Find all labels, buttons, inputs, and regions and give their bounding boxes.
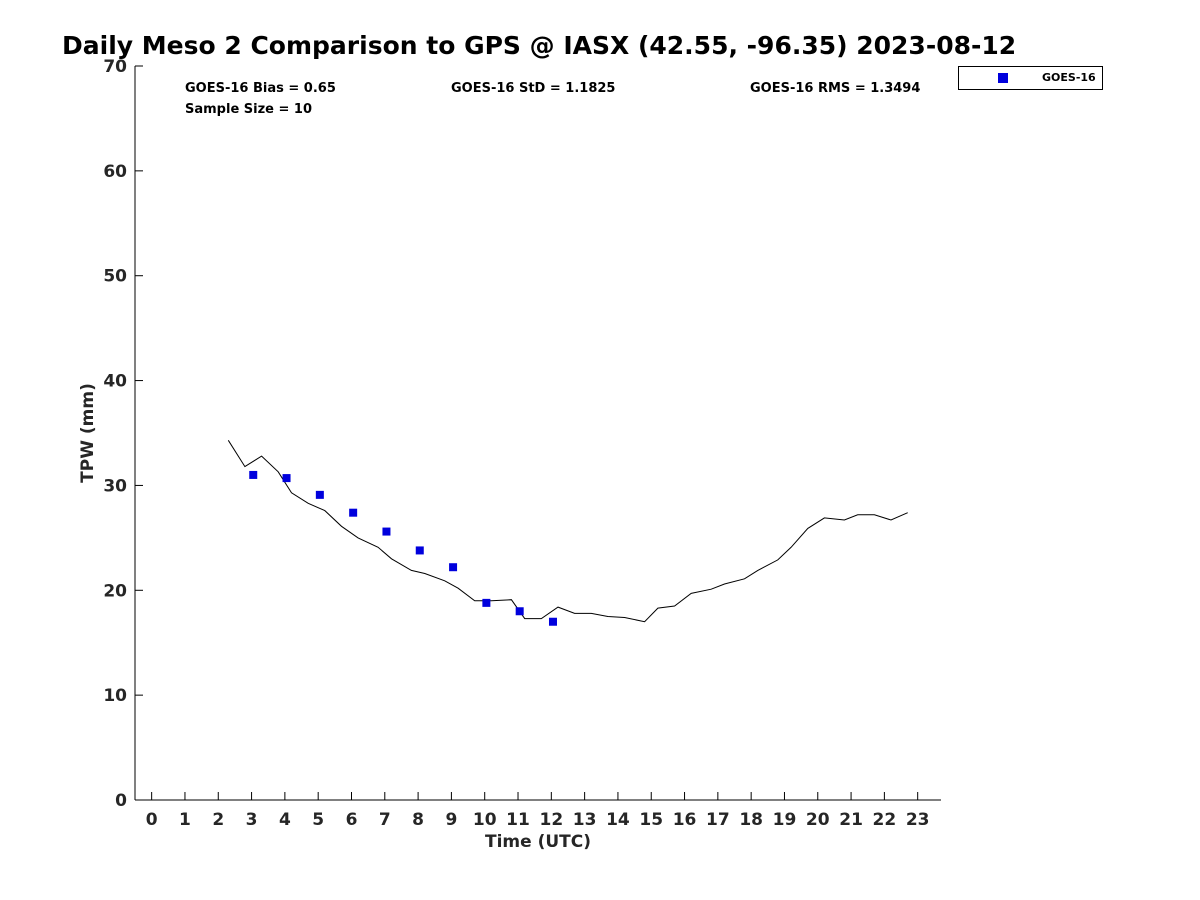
goes16-point: [548, 617, 557, 626]
y-tick-label: 60: [103, 162, 127, 182]
std-annotation: GOES-16 StD = 1.1825: [451, 81, 615, 96]
plot-series: [227, 440, 908, 626]
y-tick-label: 0: [115, 791, 127, 811]
x-tick-label: 16: [673, 810, 697, 830]
x-tick-label: 15: [639, 810, 663, 830]
y-tick-label: 20: [103, 581, 127, 601]
axes: [134, 66, 941, 801]
x-ticks: 0 1 2 3 4 5 6 7 8 9 10 11 12 13 14 15 16 17 18 19 20 21 22 23: [146, 792, 930, 830]
stats-annotations: GOES-16 Bias = 0.65 GOES-16 StD = 1.1825…: [185, 81, 920, 117]
bias-annotation: GOES-16 Bias = 0.65: [185, 81, 336, 96]
x-tick-label: 22: [873, 810, 897, 830]
goes16-point: [482, 598, 491, 607]
x-tick-label: 23: [906, 810, 930, 830]
goes16-point: [249, 470, 258, 479]
x-tick-label: 21: [839, 810, 863, 830]
x-tick-label: 10: [473, 810, 497, 830]
x-axis-label: Time (UTC): [485, 832, 591, 852]
y-tick-label: 70: [103, 57, 127, 77]
goes16-point: [315, 490, 324, 499]
x-tick-label: 12: [539, 810, 563, 830]
goes16-point: [382, 527, 391, 536]
goes16-point: [282, 474, 291, 483]
x-tick-label: 1: [179, 810, 191, 830]
goes16-point: [449, 563, 458, 572]
x-tick-label: 2: [212, 810, 224, 830]
x-tick-label: 18: [739, 810, 763, 830]
goes16-point: [515, 607, 524, 616]
x-tick-label: 9: [445, 810, 457, 830]
chart-title: Daily Meso 2 Comparison to GPS @ IASX (4…: [62, 31, 1016, 60]
sample-size-annotation: Sample Size = 10: [185, 102, 312, 117]
goes16-point: [415, 546, 424, 555]
x-tick-label: 4: [279, 810, 291, 830]
legend: GOES-16: [958, 66, 1103, 90]
y-tick-label: 10: [103, 686, 127, 706]
y-tick-label: 30: [103, 476, 127, 496]
x-tick-label: 6: [346, 810, 358, 830]
x-tick-label: 14: [606, 810, 630, 830]
x-tick-label: 8: [412, 810, 424, 830]
x-tick-label: 20: [806, 810, 830, 830]
legend-marker-goes16: [998, 73, 1008, 83]
goes16-point: [349, 508, 358, 517]
rms-annotation: GOES-16 RMS = 1.3494: [750, 81, 920, 96]
legend-label-goes16: GOES-16: [1042, 71, 1096, 84]
x-tick-label: 0: [146, 810, 158, 830]
gps-tpw-line: [227, 440, 908, 623]
x-tick-label: 17: [706, 810, 730, 830]
y-axis-label: TPW (mm): [78, 383, 98, 483]
x-tick-label: 3: [246, 810, 258, 830]
x-tick-label: 19: [773, 810, 797, 830]
legend-box: [958, 66, 1103, 90]
x-tick-label: 7: [379, 810, 391, 830]
y-tick-label: 40: [103, 372, 127, 392]
y-tick-label: 50: [103, 267, 127, 287]
x-tick-label: 13: [573, 810, 597, 830]
x-tick-label: 11: [506, 810, 530, 830]
x-tick-label: 5: [312, 810, 324, 830]
y-ticks: 0 10 20 30 40 50 60 70: [103, 57, 143, 811]
